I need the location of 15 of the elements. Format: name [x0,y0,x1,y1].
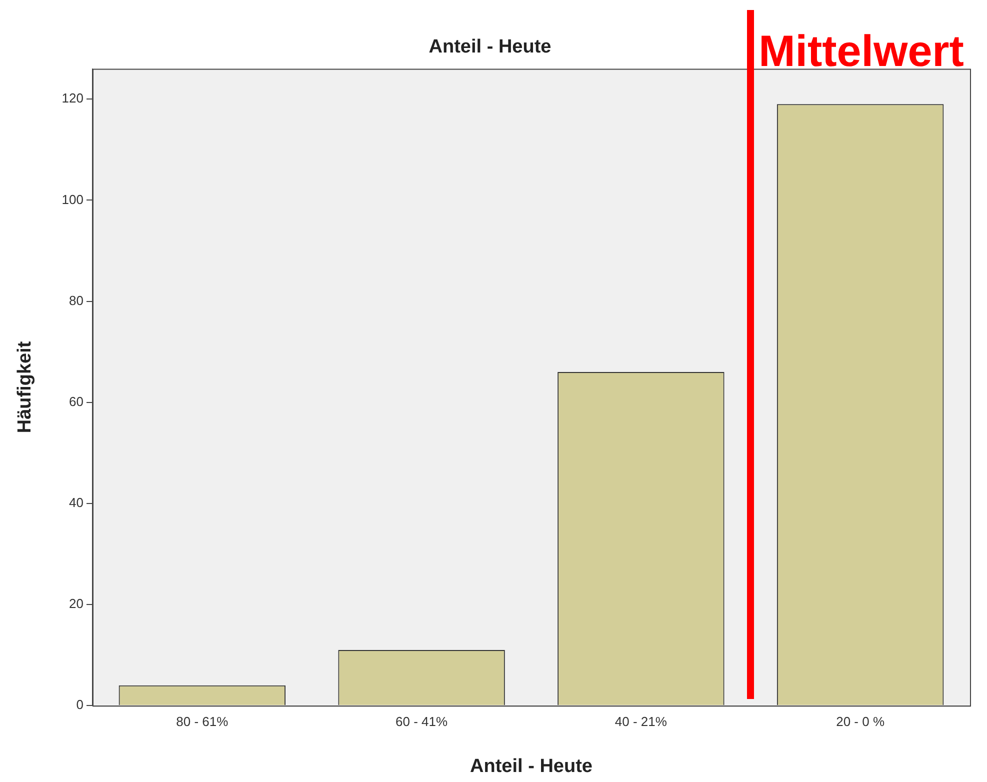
y-tick-label: 20 [69,596,84,612]
y-tick-label: 60 [69,394,84,409]
x-axis-title: Anteil - Heute [470,756,592,777]
x-tick-label: 60 - 41% [396,714,448,729]
chart-title: Anteil - Heute [428,36,552,58]
x-tick-label: 20 - 0 % [836,714,885,729]
x-tick-label: 80 - 61% [176,714,229,729]
y-tick-label: 0 [76,697,84,712]
y-tick-label: 100 [62,192,84,207]
y-tick-label: 40 [69,495,84,510]
y-tick-label: 80 [69,292,84,308]
y-axis-title: Häufigkeit [14,340,36,434]
y-tick-label: 120 [62,90,84,106]
annotation: Mittelwert [758,27,964,76]
x-tick-label: 40 - 21% [614,714,668,729]
